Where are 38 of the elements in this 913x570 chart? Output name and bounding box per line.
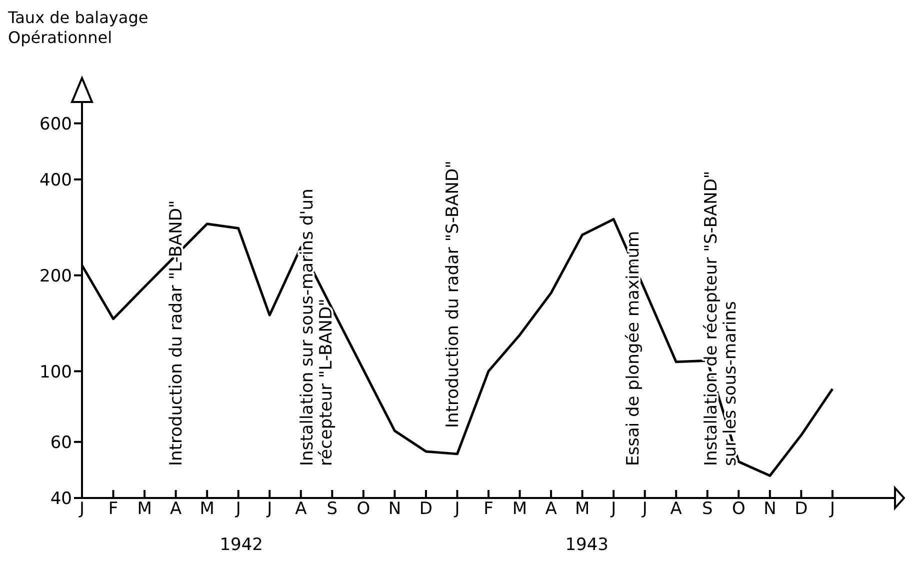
x-tick-label: N xyxy=(764,499,776,520)
y-tick-label: 200 xyxy=(40,266,72,286)
x-tick-label: A xyxy=(670,499,682,520)
y-tick-label: 40 xyxy=(50,489,72,510)
x-tick-label: J xyxy=(234,499,241,520)
annotation: Essai de plongée maximum xyxy=(623,230,644,466)
x-tick-label: O xyxy=(356,499,370,520)
x-tick-label: D xyxy=(419,499,433,520)
y-axis-title: Taux de balayage Opérationnel xyxy=(8,8,150,48)
x-tick-label: F xyxy=(484,499,494,520)
x-tick-label: O xyxy=(732,499,746,520)
x-tick-label: D xyxy=(794,499,808,520)
y-tick-label: 100 xyxy=(40,362,72,382)
annotation: Introduction du radar "S-BAND" xyxy=(442,160,463,428)
x-tick-label: A xyxy=(170,499,182,520)
x-tick-label: J xyxy=(610,499,616,520)
text: 1942 xyxy=(220,535,263,555)
annotation: Introduction du radar "L-BAND" xyxy=(166,200,186,466)
text: 1943 xyxy=(565,535,609,555)
x-tick-label: F xyxy=(108,499,118,520)
x-tick-label: A xyxy=(295,499,308,520)
x-tick-label: N xyxy=(388,499,402,520)
x-tick-label: A xyxy=(545,499,558,520)
y-tick-label: 60 xyxy=(50,432,72,453)
annotation: Installation sur sous-marins d'un récepteur "L-BAND" xyxy=(298,188,337,466)
x-tick-label: J xyxy=(641,499,648,520)
y-tick-label: 400 xyxy=(40,170,72,190)
y-tick-label: 600 xyxy=(40,114,72,134)
x-tick-label: M xyxy=(512,499,528,520)
x-tick-label: M xyxy=(574,499,590,520)
x-tick-label: S xyxy=(326,499,338,520)
x-tick-label: M xyxy=(137,499,152,520)
x-tick-label: J xyxy=(78,499,85,520)
x-tick-label: J xyxy=(266,499,272,520)
x-tick-label: M xyxy=(200,499,214,520)
x-tick-label: S xyxy=(702,499,713,520)
x-tick-label: J xyxy=(828,499,835,520)
x-tick-label: J xyxy=(454,499,460,520)
